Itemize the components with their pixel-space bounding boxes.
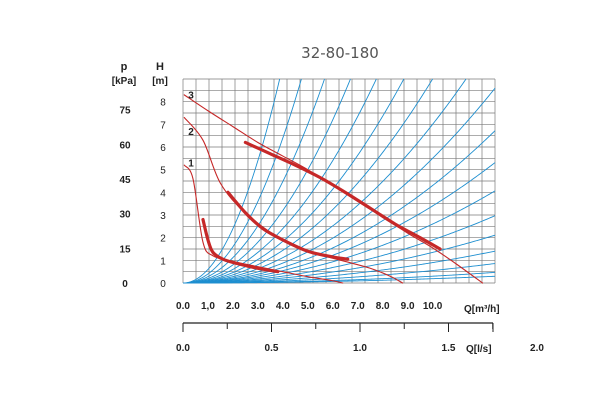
pump-curves [183, 94, 484, 284]
system-curve-line [182, 275, 496, 284]
q1-tick-label: 8.0 [376, 301, 390, 312]
curve-labels: 1 2 3 [188, 91, 194, 170]
q2-tick-label: 0.5 [265, 343, 279, 354]
system-curve-line [182, 78, 325, 284]
q1-tick-label: 3.0 [251, 301, 265, 312]
curve-label-1: 1 [188, 159, 194, 170]
h-axis-label: H [156, 61, 164, 73]
h-tick-label: 7 [160, 120, 166, 131]
p-tick-label: 75 [119, 106, 131, 117]
operating-range-curve [201, 217, 280, 274]
h-tick-label: 1 [160, 256, 166, 267]
operating-range-curve [226, 190, 350, 261]
h-tick-label: 4 [160, 188, 166, 199]
q1-tick-label: 10.0 [423, 301, 443, 312]
q1-tick-label: 0.0 [176, 301, 190, 312]
h-tick-label: 3 [160, 211, 166, 222]
p-axis-label: p [121, 61, 128, 73]
h-tick-label: 0 [160, 279, 166, 290]
p-tick-label: 45 [119, 175, 131, 186]
q2-tick-label: 0.0 [176, 343, 190, 354]
system-curve-line [182, 78, 433, 284]
system-curve-line [182, 78, 302, 284]
q2-tick-label: 1.0 [353, 343, 367, 354]
system-curve-line [182, 162, 496, 284]
system-curve-line [182, 78, 281, 284]
operating-range-curve [243, 140, 442, 251]
system-curve-line [182, 78, 467, 284]
q1-tick-label: 5.0 [301, 301, 315, 312]
p-tick-label: 60 [119, 140, 131, 151]
system-curve-line [182, 130, 496, 284]
system-curves [182, 78, 496, 284]
h-axis-unit: [m] [152, 76, 168, 87]
system-curve-line [182, 78, 405, 284]
q2-tick-label: 1.5 [442, 343, 456, 354]
q1-tick-label: 4.0 [276, 301, 290, 312]
p-axis-unit: [kPa] [112, 76, 136, 87]
system-curve-line [182, 78, 377, 284]
h-tick-label: 6 [160, 143, 166, 154]
curve-label-2: 2 [188, 127, 194, 138]
p-tick-label: 30 [119, 210, 131, 221]
q1-tick-label: 6.0 [326, 301, 340, 312]
q1-tick-label: 1,0 [201, 301, 215, 312]
q1-axis-label: Q[m³/h] [464, 304, 500, 315]
q2-axis-label: Q[l/s] [466, 344, 492, 355]
h-tick-label: 8 [160, 98, 166, 109]
curve-label-3: 3 [188, 91, 194, 102]
chart-title: 32-80-180 [301, 44, 379, 62]
q1-tick-label: 9.0 [401, 301, 415, 312]
q2-tick-label: 2.0 [530, 343, 544, 354]
q1-tick-label: 2.0 [226, 301, 240, 312]
h-tick-label: 2 [160, 234, 166, 245]
p-tick-label: 0 [122, 279, 128, 290]
q1-tick-label: 7.0 [351, 301, 365, 312]
system-curve-line [182, 87, 496, 284]
p-tick-label: 15 [119, 244, 131, 255]
h-tick-label: 5 [160, 166, 166, 177]
system-curve-line [182, 215, 496, 284]
